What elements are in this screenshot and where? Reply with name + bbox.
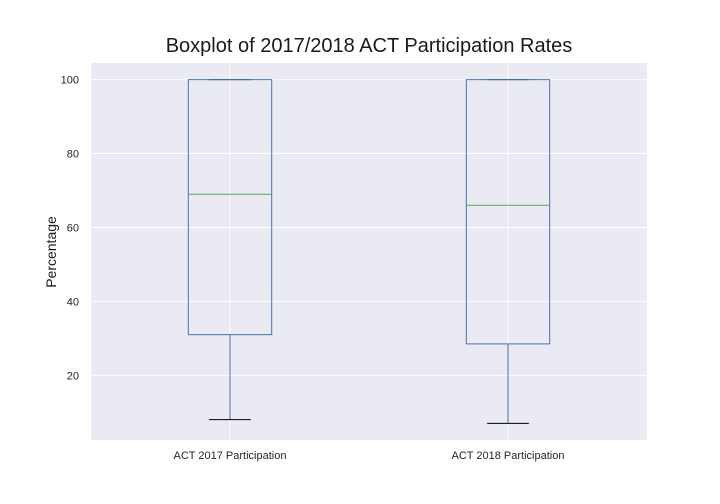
y-tick-labels: 20 40 60 80 100 bbox=[61, 75, 79, 383]
y-tick-label-20: 20 bbox=[67, 370, 79, 382]
plot-area bbox=[91, 63, 647, 440]
box-2 bbox=[465, 79, 551, 424]
box-group bbox=[187, 79, 551, 424]
x-tick-label-2: ACT 2018 Participation bbox=[452, 450, 565, 462]
y-tick-label-40: 40 bbox=[67, 296, 79, 308]
y-tick-label-80: 80 bbox=[67, 149, 79, 161]
y-axis-label: Percentage bbox=[43, 216, 59, 288]
box-rect bbox=[187, 79, 273, 336]
chart-title: Boxplot of 2017/2018 ACT Participation R… bbox=[165, 35, 573, 57]
x-tick-labels: ACT 2017 Participation ACT 2018 Participa… bbox=[174, 450, 565, 462]
box-1 bbox=[187, 79, 273, 421]
box-rect bbox=[465, 79, 551, 345]
y-tick-label-100: 100 bbox=[61, 75, 79, 87]
x-tick-label-1: ACT 2017 Participation bbox=[174, 450, 287, 462]
y-tick-label-60: 60 bbox=[67, 222, 79, 234]
